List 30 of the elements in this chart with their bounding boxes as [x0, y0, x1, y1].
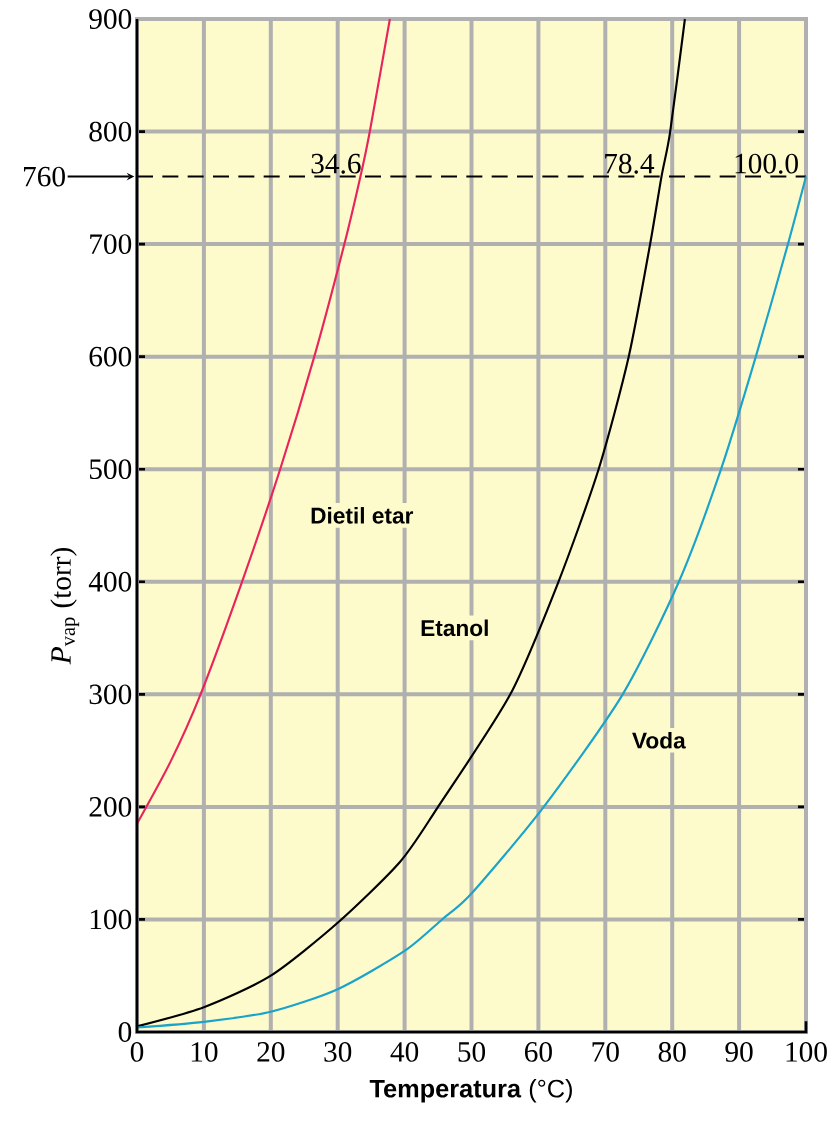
y-tick-label: 500 — [90, 459, 132, 480]
line-series — [135, 175, 808, 1029]
x-tick-label: 40 — [390, 1042, 419, 1062]
y-tick-label: 700 — [90, 234, 132, 255]
y-tick-label: 200 — [89, 796, 132, 817]
y-tick-label: 300 — [89, 684, 132, 705]
x-tick-label: 50 — [458, 1042, 486, 1062]
x-tick-label: 90 — [725, 1042, 753, 1062]
y-tick-label: 400 — [88, 571, 132, 592]
y-tick-label: 800 — [89, 121, 132, 142]
ref-line-label: 760 — [23, 166, 65, 187]
y-axis-title: P$_{vap}$ (torr) — [50, 548, 80, 665]
x-tick-label: 100 — [786, 1042, 827, 1062]
annotation: 34.6 — [311, 153, 361, 174]
series-label: Dietil etar — [311, 507, 414, 524]
x-tick-label: 80 — [658, 1042, 686, 1062]
y-tick-label: 600 — [89, 346, 132, 367]
x-tick-label: 70 — [592, 1042, 619, 1062]
x-tick-label: 10 — [191, 1042, 218, 1062]
x-tick-label: 60 — [524, 1042, 552, 1062]
x-tick-label: 30 — [324, 1042, 352, 1062]
annotation: 100.0 — [735, 153, 798, 174]
y-tick-label: 900 — [89, 9, 132, 29]
annotation: 78.4 — [605, 153, 655, 174]
y-tick-label: 100 — [90, 909, 132, 930]
series-label: Etanol — [421, 619, 488, 637]
x-tick-label: 20 — [257, 1042, 285, 1062]
y-tick-label: 0 — [118, 1022, 132, 1042]
x-axis-title: Temperatura (°C) — [369, 1078, 572, 1103]
series-label: Voda — [632, 731, 686, 749]
